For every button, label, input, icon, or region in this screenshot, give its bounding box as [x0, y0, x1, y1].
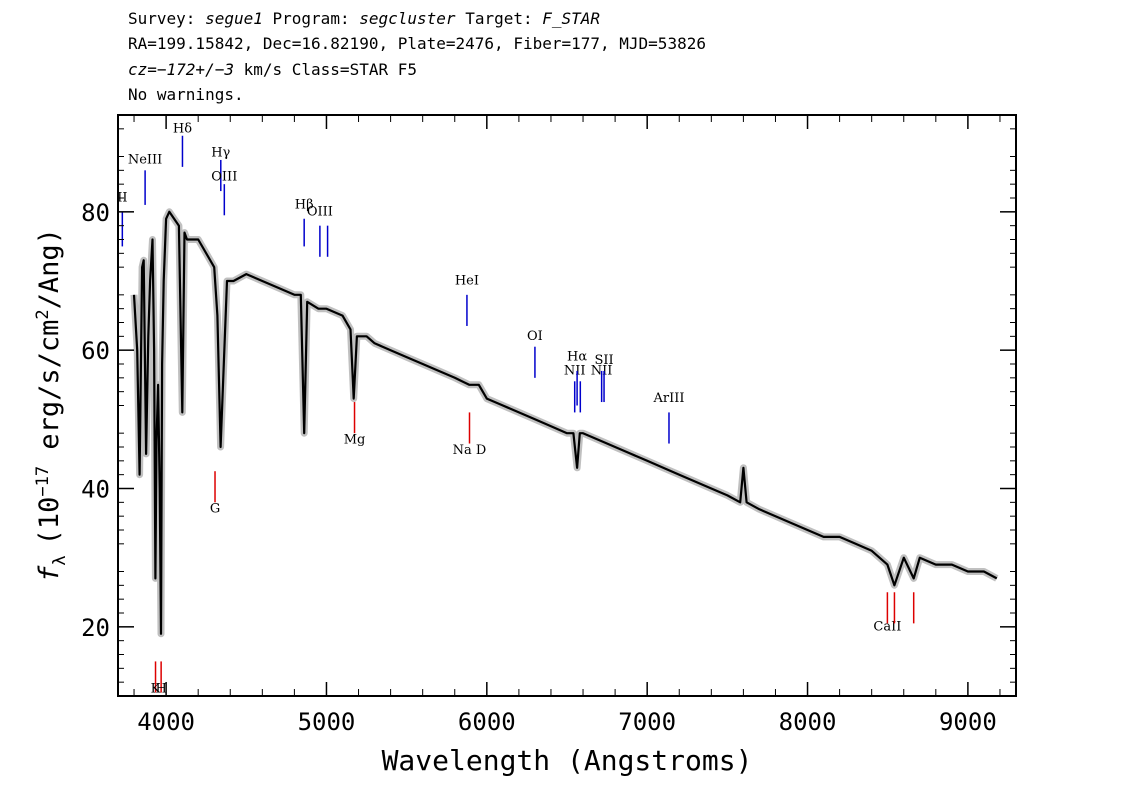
y-tick-label: 20: [81, 614, 110, 642]
y-label-f: f: [34, 565, 65, 582]
absorption-line-label: Mg: [344, 433, 366, 448]
header-line-1: Survey: segue1 Program: segcluster Targe…: [128, 10, 600, 28]
emission-line-label: OIII: [307, 204, 333, 219]
emission-line-label: HeI: [455, 273, 479, 288]
x-axis-label: Wavelength (Angstroms): [382, 744, 753, 777]
emission-line-label: OIII: [211, 170, 237, 185]
x-tick-label: 9000: [939, 708, 997, 736]
program-value: segcluster: [359, 9, 456, 28]
y-label-unit-post: /Ang): [34, 228, 65, 309]
flux-line: [132, 210, 998, 635]
y-label-unit-exp2: 2: [33, 309, 53, 319]
header-line-2: RA=199.15842, Dec=16.82190, Plate=2476, …: [128, 34, 706, 53]
emission-line-label: ArIII: [652, 391, 684, 406]
y-label-unit-mid: erg/s/cm: [34, 320, 65, 466]
emission-line-label: OI: [527, 329, 543, 344]
axis-ticks: 4000 5000 6000 7000 8000 9000 20 40 60 80: [81, 115, 1016, 736]
absorption-line-label: CaII: [873, 619, 901, 634]
y-tick-label: 80: [81, 199, 110, 227]
emission-line-label: NII: [591, 363, 613, 378]
error-band: [130, 208, 999, 638]
header-line-4: No warnings.: [128, 85, 244, 104]
emission-line-label: Hβ: [295, 197, 314, 212]
absorption-line-label: G: [210, 502, 220, 517]
x-tick-label: 4000: [137, 708, 195, 736]
x-tick-label: 7000: [618, 708, 676, 736]
emission-line-label: Hγ: [211, 146, 230, 161]
absorption-line-label: K: [151, 682, 161, 697]
target-value: F_STAR: [542, 9, 601, 28]
emission-line-label: Hα: [567, 350, 587, 365]
plot-frame: [117, 114, 1017, 697]
svg-text:fλ(10−17 erg/s/cm2/Ang): fλ (10−17 erg/s/cm2/Ang): [33, 228, 70, 582]
y-label-sub: λ: [50, 555, 70, 565]
x-tick-label: 6000: [458, 708, 516, 736]
emission-line-label: Hδ: [173, 121, 192, 136]
survey-value: segue1: [205, 9, 263, 28]
emission-line-label: NII: [564, 363, 586, 378]
y-label-unit-pre: (10: [34, 497, 65, 546]
x-tick-label: 8000: [779, 708, 837, 736]
y-label-unit-exp: −17: [33, 466, 53, 497]
x-tick-label: 5000: [298, 708, 356, 736]
y-axis-label: fλ (10−17 erg/s/cm2/Ang): [33, 228, 70, 582]
plot-area: [130, 208, 999, 638]
class-text: km/s Class=STAR F5: [233, 60, 417, 79]
survey-label: Survey:: [128, 9, 196, 28]
absorption-line-label: Na D: [453, 443, 487, 458]
target-label: Target:: [465, 9, 533, 28]
absorption-line-label: H: [155, 682, 166, 697]
y-tick-label: 40: [81, 476, 110, 504]
emission-line-label: NeIII: [128, 152, 162, 167]
y-tick-label: 60: [81, 337, 110, 365]
header-line-3: cz=−172+/−3 km/s Class=STAR F5: [128, 61, 417, 79]
program-label: Program:: [272, 9, 350, 28]
emission-line-label: SII: [594, 353, 613, 368]
redshift-value: cz=−172+/−3: [128, 60, 234, 79]
